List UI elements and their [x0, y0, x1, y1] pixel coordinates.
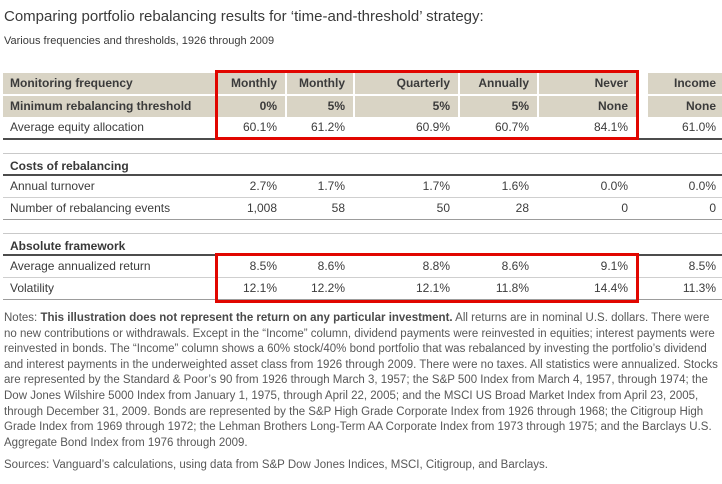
section-absolute-framework: Absolute framework Average annualized re…	[3, 233, 722, 300]
cell-value: 0	[621, 201, 628, 215]
cell-value: 8.6%	[317, 259, 345, 273]
row-label: Average equity allocation	[10, 120, 144, 134]
cell-value: 84.1%	[593, 120, 628, 134]
cell-value: 1,008	[246, 201, 277, 215]
cell-value: 60.7%	[494, 120, 529, 134]
table-row-threshold: Minimum rebalancing threshold 0% 5% 5% 5…	[3, 96, 722, 117]
section-gap	[3, 220, 722, 233]
cell-value: 50	[436, 201, 450, 215]
column-spacer	[638, 73, 646, 94]
section-gap	[3, 140, 722, 153]
cell-value: 5%	[355, 96, 458, 117]
notes-prefix: Notes:	[4, 312, 41, 324]
section-heading: Costs of rebalancing	[3, 158, 722, 176]
section-costs-of-rebalancing: Costs of rebalancing Annual turnover 2.7…	[3, 153, 722, 220]
table-row-volatility: Volatility 12.1% 12.2% 12.1% 11.8% 14.4%…	[3, 278, 722, 300]
row-label: Monitoring frequency	[3, 73, 216, 94]
cell-value: 12.1%	[242, 281, 277, 295]
row-label: Minimum rebalancing threshold	[3, 96, 216, 117]
figure-subtitle: Various frequencies and thresholds, 1926…	[4, 35, 275, 47]
cell-value: 8.5%	[249, 259, 277, 273]
table-row-annualized-return: Average annualized return 8.5% 8.6% 8.8%…	[3, 256, 722, 278]
cell-value: 2.7%	[249, 179, 277, 193]
cell-value: 61.2%	[310, 120, 345, 134]
cell-value: 14.4%	[593, 281, 628, 295]
notes-bold-disclaimer: This illustration does not represent the…	[40, 312, 453, 324]
rebalancing-table: Monitoring frequency Monthly Monthly Qua…	[3, 70, 722, 303]
notes-body: All returns are in nominal U.S. dollars.…	[4, 312, 718, 449]
cell-value: None	[648, 96, 722, 117]
cell-value: 0	[709, 201, 716, 215]
table-row-annual-turnover: Annual turnover 2.7% 1.7% 1.7% 1.6% 0.0%…	[3, 176, 722, 198]
cell-value: 1.6%	[501, 179, 529, 193]
cell-value: 0.0%	[688, 179, 716, 193]
cell-value: 12.1%	[415, 281, 450, 295]
cell-value: 1.7%	[317, 179, 345, 193]
cell-value: 9.1%	[600, 259, 628, 273]
cell-value: 8.6%	[501, 259, 529, 273]
cell-value: 61.0%	[681, 120, 716, 134]
figure-page: Comparing portfolio rebalancing results …	[3, 8, 722, 472]
cell-value: 60.1%	[242, 120, 277, 134]
cell-value: 8.5%	[688, 259, 716, 273]
column-spacer	[638, 96, 646, 117]
cell-monthly-0: Monthly	[218, 73, 285, 94]
row-label: Number of rebalancing events	[10, 201, 171, 215]
cell-value: 11.8%	[495, 281, 529, 295]
cell-value: 5%	[460, 96, 537, 117]
table-row-rebalancing-events: Number of rebalancing events 1,008 58 50…	[3, 198, 722, 220]
table-row-monitoring-frequency: Monitoring frequency Monthly Monthly Qua…	[3, 73, 722, 94]
section-heading: Absolute framework	[3, 238, 722, 256]
column-spacer	[638, 198, 646, 219]
cell-value: 11.3%	[682, 281, 716, 295]
column-spacer	[638, 278, 646, 299]
cell-value: 28	[515, 201, 529, 215]
cell-value: 5%	[287, 96, 353, 117]
table-row-equity-allocation: Average equity allocation 60.1% 61.2% 60…	[3, 117, 722, 140]
notes-paragraph: Notes: This illustration does not repres…	[4, 311, 719, 451]
cell-quarterly: Quarterly	[355, 73, 458, 94]
row-label: Average annualized return	[10, 259, 151, 273]
column-spacer	[638, 176, 646, 197]
sources-line: Sources: Vanguard’s calculations, using …	[4, 459, 548, 472]
cell-income: Income	[648, 73, 722, 94]
cell-value: 58	[331, 201, 345, 215]
cell-monthly-5: Monthly	[287, 73, 353, 94]
row-label: Annual turnover	[10, 179, 95, 193]
figure-title: Comparing portfolio rebalancing results …	[4, 8, 484, 25]
cell-never: Never	[539, 73, 636, 94]
row-label: Volatility	[10, 281, 55, 295]
cell-value: 12.2%	[310, 281, 345, 295]
cell-value: 60.9%	[415, 120, 450, 134]
cell-value: 0%	[218, 96, 285, 117]
cell-value: None	[539, 96, 636, 117]
cell-value: 1.7%	[422, 179, 450, 193]
cell-value: 0.0%	[600, 179, 628, 193]
cell-annually: Annually	[460, 73, 537, 94]
column-spacer	[638, 256, 646, 277]
cell-value: 8.8%	[422, 259, 450, 273]
column-spacer	[638, 117, 646, 138]
